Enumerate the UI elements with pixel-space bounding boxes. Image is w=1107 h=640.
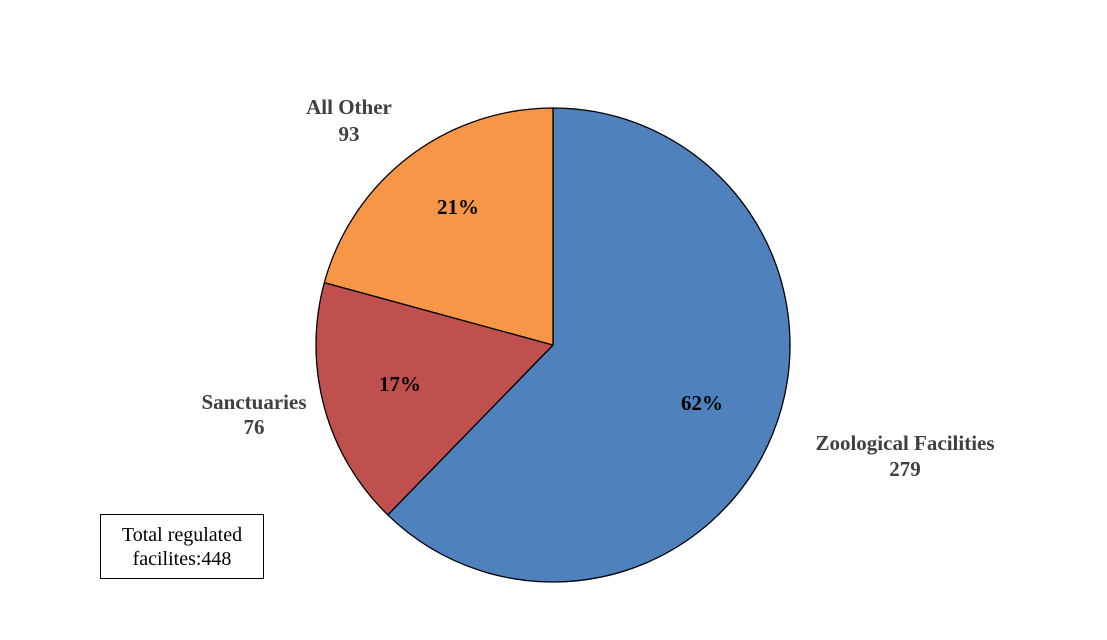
percent-label-all-other: 21% [437,195,479,219]
category-label-sanctuaries: Sanctuaries [202,390,307,414]
pie-slices [315,107,791,583]
value-label-sanctuaries: 76 [244,415,265,439]
total-note-line-2: facilites:448 [132,548,232,570]
pie-slice-zoological-facilities [387,107,791,583]
value-label-zoological-facilities: 279 [889,457,921,481]
total-note-line-1: Total regulated [121,524,243,546]
pie-slice-sanctuaries [315,281,554,516]
pie-slice-all-other [323,107,554,346]
percent-label-sanctuaries: 17% [379,372,421,396]
category-label-zoological-facilities: Zoological Facilities [815,431,994,455]
percent-label-zoological-facilities: 62% [681,391,723,415]
total-note-box: Total regulated facilites:448 [100,514,264,579]
value-label-all-other: 93 [339,122,360,146]
category-label-all-other: All Other [306,95,392,119]
